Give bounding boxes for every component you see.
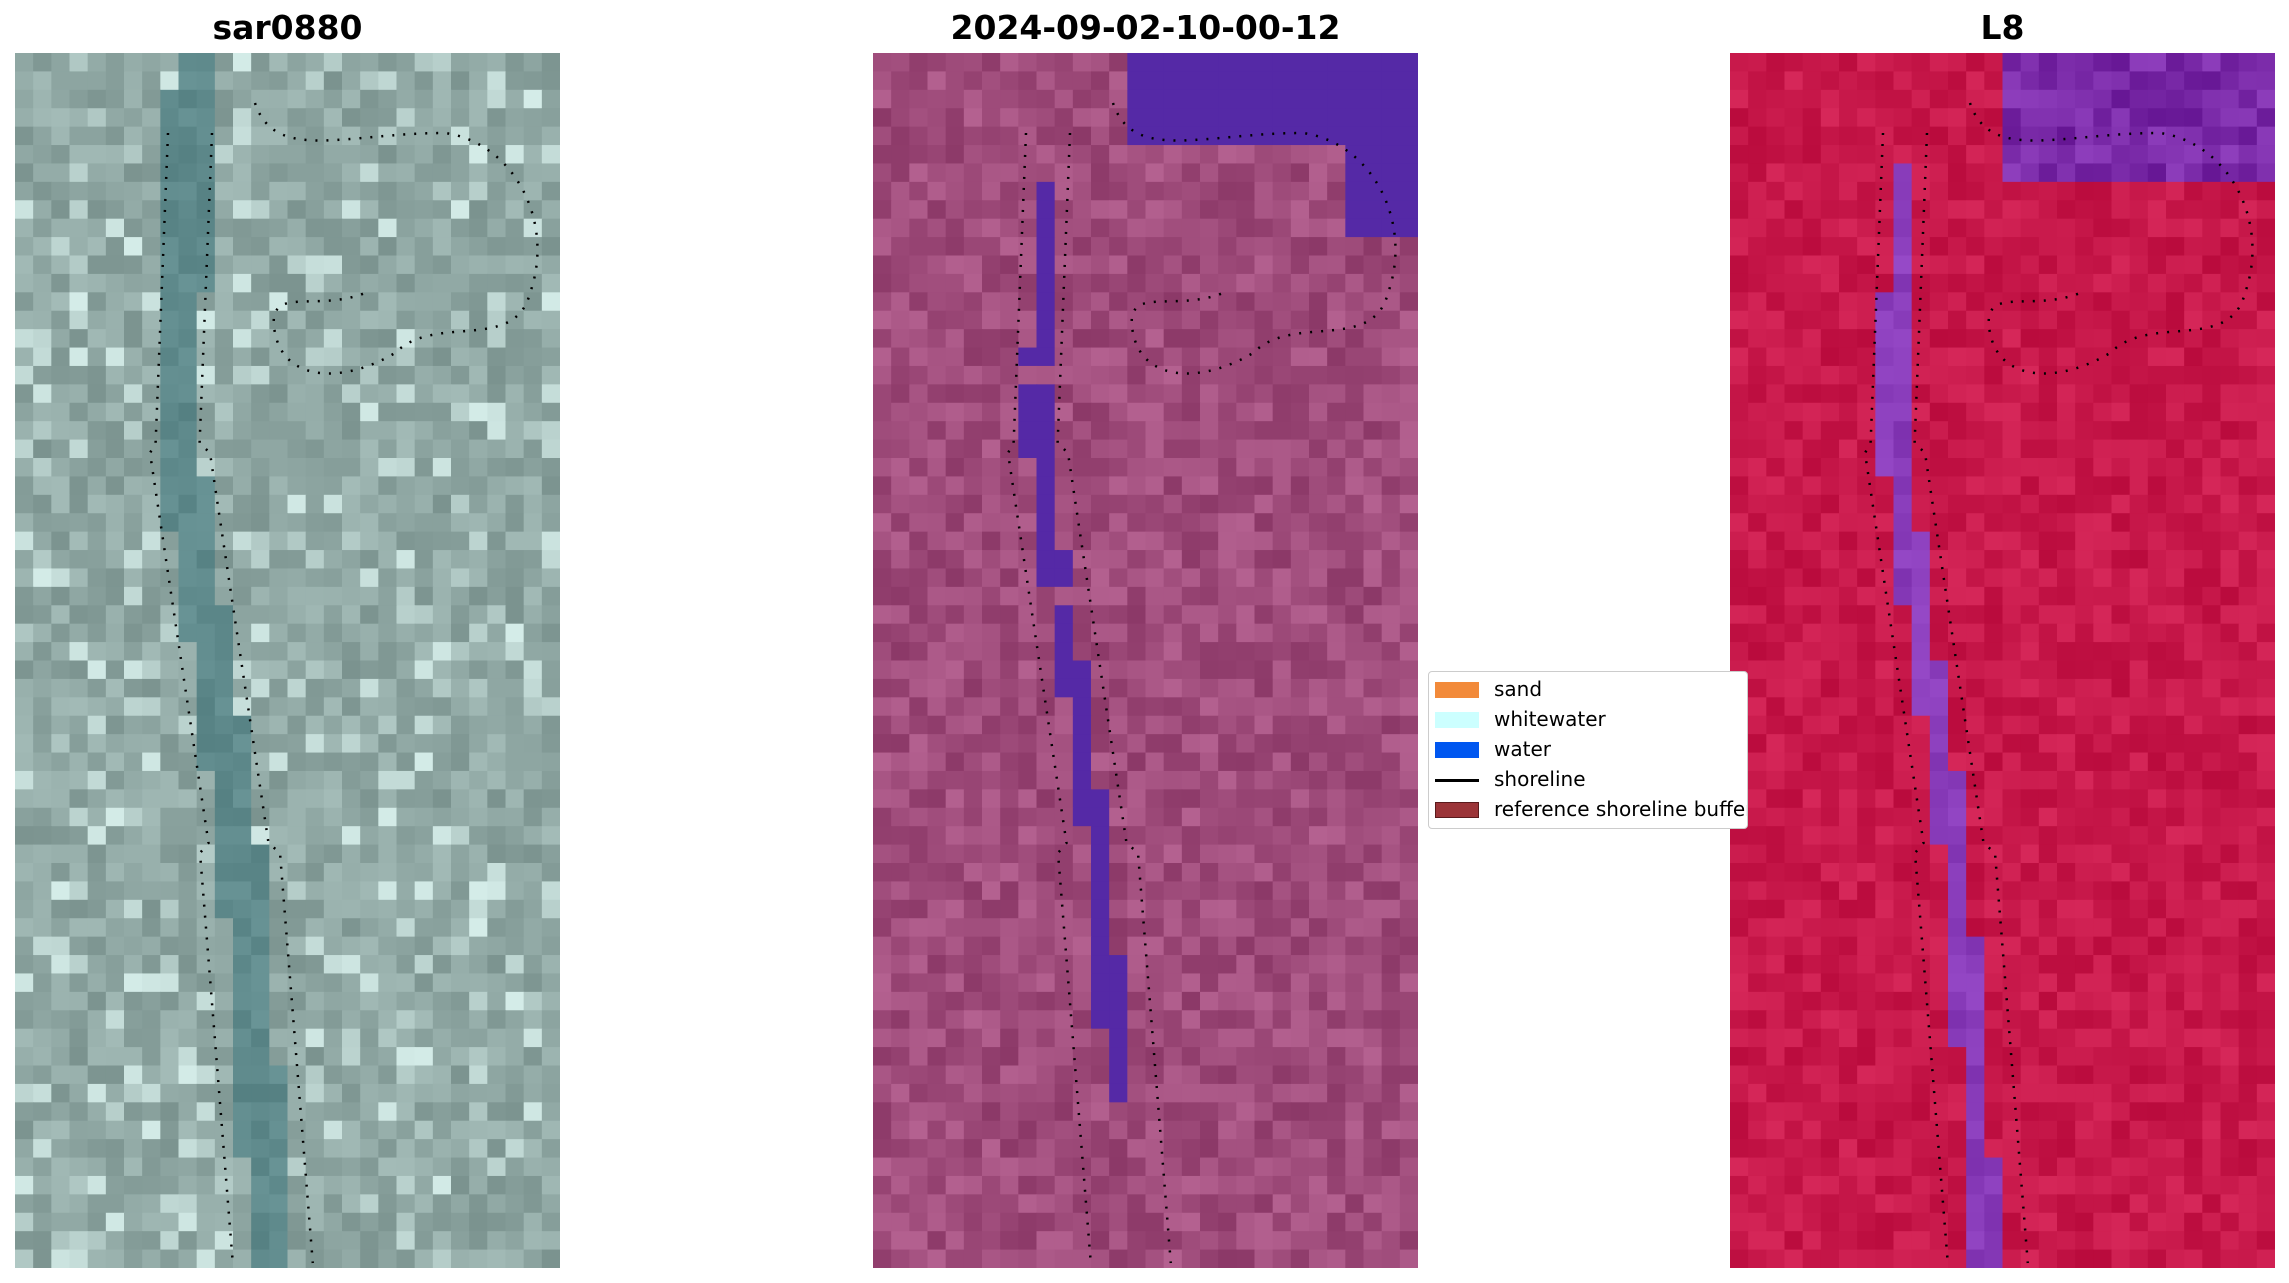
index-image bbox=[1730, 53, 2275, 1268]
panel-title-3: L8 bbox=[1980, 8, 2025, 47]
index-image-panel bbox=[1730, 53, 2275, 1268]
reference-buffer-swatch bbox=[1435, 802, 1479, 818]
shoreline-loop bbox=[253, 102, 539, 375]
shoreline-left bbox=[148, 132, 235, 1264]
shoreline-left bbox=[1863, 132, 1950, 1264]
panel-title-1: sar0880 bbox=[212, 8, 363, 47]
legend-label-shoreline: shoreline bbox=[1494, 767, 1586, 791]
classified-image bbox=[873, 53, 1418, 1268]
shoreline-loop bbox=[1968, 102, 2254, 375]
panel-title-2: 2024-09-02-10-00-12 bbox=[950, 8, 1341, 47]
shoreline-right bbox=[198, 132, 315, 1264]
legend-label-whitewater: whitewater bbox=[1494, 707, 1606, 731]
legend-label-water: water bbox=[1494, 737, 1551, 761]
legend: sand whitewater water shoreline referenc… bbox=[1428, 671, 1748, 829]
legend-item-water: water bbox=[1429, 734, 1747, 764]
shoreline-right bbox=[1913, 132, 2030, 1264]
legend-label-sand: sand bbox=[1494, 677, 1543, 701]
shoreline-line-sample bbox=[1435, 779, 1479, 782]
rgb-image-panel bbox=[15, 53, 560, 1268]
legend-item-sand: sand bbox=[1429, 674, 1747, 704]
shoreline-loop bbox=[1111, 102, 1397, 375]
classified-image-panel bbox=[873, 53, 1418, 1268]
legend-label-reference-buffer: reference shoreline buffer bbox=[1494, 797, 1748, 821]
rgb-image bbox=[15, 53, 560, 1268]
water-swatch bbox=[1435, 742, 1479, 758]
sand-swatch bbox=[1435, 682, 1479, 698]
shoreline-right bbox=[1056, 132, 1173, 1264]
shoreline-left bbox=[1006, 132, 1093, 1264]
legend-item-shoreline: shoreline bbox=[1429, 764, 1747, 794]
legend-item-whitewater: whitewater bbox=[1429, 704, 1747, 734]
legend-item-reference-buffer: reference shoreline buffer bbox=[1429, 794, 1748, 824]
whitewater-swatch bbox=[1435, 712, 1479, 728]
